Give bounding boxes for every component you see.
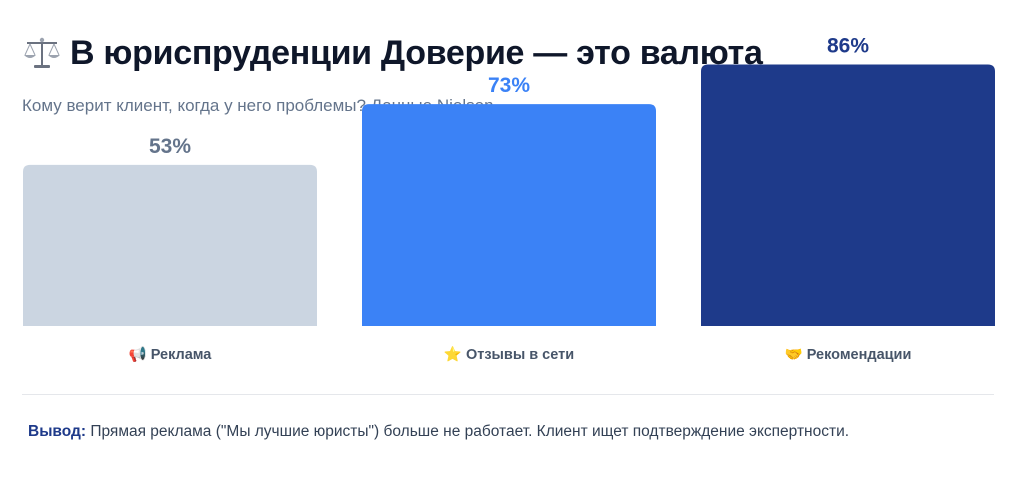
page-title: В юриспруденции Доверие — это валюта <box>22 28 763 78</box>
balance-scale-icon <box>24 37 60 68</box>
title-text: В юриспруденции Доверие — это валюта <box>70 33 763 72</box>
conclusion: Вывод: Прямая реклама ("Мы лучшие юристы… <box>28 423 849 441</box>
category-label-reklama: 📢 Реклама <box>129 345 213 363</box>
conclusion-label: Вывод: <box>28 423 87 440</box>
value-label-otzyvy: 73% <box>488 74 530 97</box>
divider <box>22 394 994 395</box>
conclusion-text: Прямая реклама ("Мы лучшие юристы") боль… <box>86 423 850 440</box>
bar-otzyvy <box>362 104 656 326</box>
category-label-otzyvy: ⭐ Отзывы в сети <box>444 345 574 363</box>
value-label-rekomendatsii: 86% <box>827 35 869 58</box>
value-label-reklama: 53% <box>149 135 191 158</box>
bar-rekomendatsii <box>701 64 995 326</box>
category-label-rekomendatsii: 🤝 Рекомендации <box>785 347 912 363</box>
bar-reklama <box>23 164 317 326</box>
